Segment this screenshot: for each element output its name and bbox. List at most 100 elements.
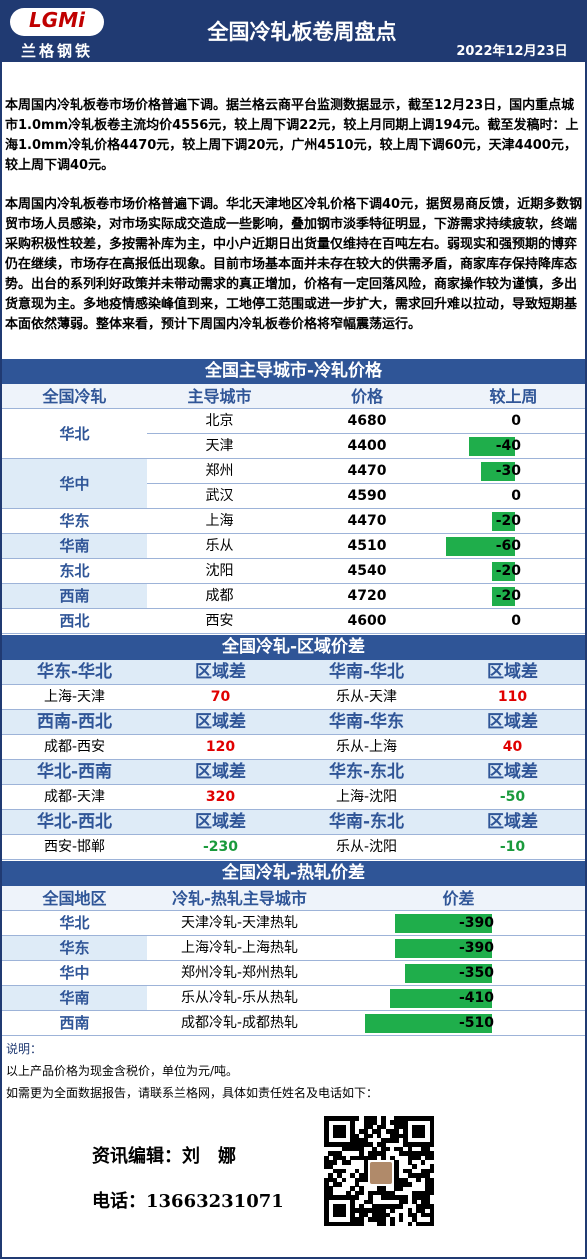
- qr-module: [350, 1138, 356, 1143]
- qr-module: [350, 1146, 356, 1152]
- qr-module: [337, 1142, 342, 1148]
- qr-module: [425, 1199, 430, 1205]
- qr-module: [381, 1217, 386, 1222]
- change-value: 0: [511, 613, 521, 629]
- qr-module: [385, 1146, 391, 1152]
- change-value: -20: [495, 513, 521, 529]
- qr-module: [416, 1208, 422, 1214]
- city: 武汉: [147, 484, 292, 509]
- qr-module: [420, 1151, 426, 1156]
- qr-module: [372, 1129, 378, 1134]
- qr-module: [363, 1133, 369, 1139]
- qr-module: [376, 1151, 382, 1156]
- qr-module: [385, 1129, 391, 1134]
- qr-module: [420, 1221, 426, 1227]
- qr-module: [385, 1212, 391, 1218]
- summary-2: 本周国内冷轧板卷市场价格普遍下调。华北天津地区冷轧价格下调40元，据贸易商反馈，…: [5, 197, 583, 332]
- qr-module: [337, 1124, 342, 1130]
- qr-module: [394, 1204, 400, 1209]
- qr-module: [381, 1204, 386, 1209]
- qr-module: [341, 1124, 347, 1130]
- qr-module: [416, 1177, 422, 1183]
- qr-module: [328, 1116, 334, 1121]
- spread-bar: [364, 1014, 492, 1033]
- spread-value: -230: [147, 835, 294, 860]
- spread-value: -350: [458, 965, 494, 981]
- change-cell: [442, 434, 585, 459]
- qr-module: [354, 1138, 360, 1143]
- qr-module: [354, 1146, 360, 1152]
- pair: 华北-西北: [2, 810, 147, 835]
- qr-module: [368, 1120, 373, 1126]
- qr-module: [354, 1155, 360, 1161]
- qr-module: [429, 1168, 435, 1174]
- qr-module: [359, 1217, 364, 1222]
- pair: 华东-华北: [2, 660, 147, 685]
- change-cell: [442, 584, 585, 609]
- qr-module: [394, 1160, 400, 1165]
- qr-module: [429, 1164, 435, 1170]
- city: 乐从: [147, 534, 292, 559]
- city: 沈阳: [147, 559, 292, 584]
- qr-module: [412, 1195, 417, 1200]
- city: 上海: [147, 509, 292, 534]
- qr-module: [372, 1190, 378, 1196]
- qr-module: [337, 1155, 342, 1161]
- price: 4400: [292, 434, 442, 459]
- qr-module: [420, 1124, 426, 1130]
- qr-module: [324, 1177, 329, 1183]
- qr-module: [390, 1195, 395, 1200]
- qr-module: [398, 1199, 404, 1205]
- qr-module: [324, 1133, 329, 1139]
- qr-module: [332, 1142, 338, 1148]
- qr-module: [324, 1120, 329, 1126]
- qr-module: [407, 1168, 413, 1174]
- region: 西南: [2, 1011, 147, 1036]
- qr-module: [420, 1133, 426, 1139]
- change-bar: [480, 462, 515, 481]
- city: 成都: [147, 584, 292, 609]
- qr-module: [416, 1173, 422, 1178]
- qr-module: [359, 1177, 364, 1183]
- qr-module: [350, 1116, 356, 1121]
- qr-module: [324, 1195, 329, 1200]
- spread-bar: [404, 964, 492, 983]
- qr-module: [385, 1138, 391, 1143]
- qr-module: [341, 1168, 347, 1174]
- qr-module: [429, 1151, 435, 1156]
- qr-module: [350, 1173, 356, 1178]
- qr-module: [390, 1120, 395, 1126]
- qr-module: [332, 1182, 338, 1187]
- qr-module: [324, 1212, 329, 1218]
- qr-module: [425, 1190, 430, 1196]
- change-value: -40: [495, 438, 521, 454]
- cities: 西安-邯郸: [2, 835, 147, 860]
- qr-module: [390, 1138, 395, 1143]
- change-value: 0: [511, 413, 521, 429]
- cities: 成都-天津: [2, 785, 147, 810]
- qr-module: [368, 1208, 373, 1214]
- qr-module: [341, 1129, 347, 1134]
- qr-module: [332, 1168, 338, 1174]
- qr-module: [332, 1195, 338, 1200]
- qr-module: [403, 1138, 408, 1143]
- qr-module: [376, 1221, 382, 1227]
- qr-module: [390, 1155, 395, 1161]
- price: 4540: [292, 559, 442, 584]
- spread-value: -390: [458, 940, 494, 956]
- qr-module: [420, 1212, 426, 1218]
- qr-module: [381, 1212, 386, 1218]
- qr-module: [398, 1217, 404, 1222]
- price: 4600: [292, 609, 442, 634]
- change-value: -60: [495, 538, 521, 554]
- spread-label: 区域差: [439, 810, 585, 835]
- change-value: -20: [495, 588, 521, 604]
- qr-module: [407, 1160, 413, 1165]
- qr-module: [407, 1173, 413, 1178]
- qr-module: [416, 1124, 422, 1130]
- qr-module: [328, 1160, 334, 1165]
- qr-module: [337, 1212, 342, 1218]
- region: 华南: [2, 534, 147, 559]
- qr-module: [363, 1138, 369, 1143]
- qr-module: [407, 1116, 413, 1121]
